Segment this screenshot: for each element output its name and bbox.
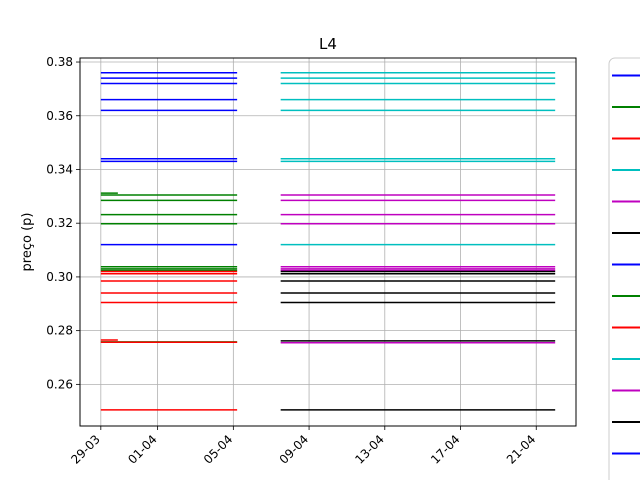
series-lines xyxy=(100,72,556,411)
y-tick-label: 0.32 xyxy=(46,216,73,230)
y-tick-label: 0.28 xyxy=(46,324,73,338)
x-axis: 29-03 01-04 05-04 09-04 13-04 17-04 21-04 xyxy=(68,426,538,467)
x-tick-label: 05-04 xyxy=(201,432,236,467)
legend xyxy=(608,57,640,480)
y-tick-label: 0.34 xyxy=(46,162,73,176)
x-tick-label: 09-04 xyxy=(277,432,312,467)
y-axis-label: preço (p) xyxy=(20,213,35,272)
grid xyxy=(80,58,576,426)
y-tick-label: 0.36 xyxy=(46,109,73,123)
y-axis: 0.26 0.28 0.30 0.32 0.34 0.36 0.38 xyxy=(46,55,80,391)
x-tick-label: 29-03 xyxy=(68,432,103,467)
y-tick-label: 0.30 xyxy=(46,270,73,284)
x-tick-label: 13-04 xyxy=(352,432,387,467)
x-tick-label: 01-04 xyxy=(125,432,160,467)
x-tick-label: 17-04 xyxy=(428,432,463,467)
x-tick-label: 21-04 xyxy=(504,432,539,467)
legend-box xyxy=(608,57,640,480)
chart-title: L4 xyxy=(319,35,337,53)
plot-frame xyxy=(79,57,577,427)
y-tick-label: 0.38 xyxy=(46,55,73,69)
y-tick-label: 0.26 xyxy=(46,377,73,391)
